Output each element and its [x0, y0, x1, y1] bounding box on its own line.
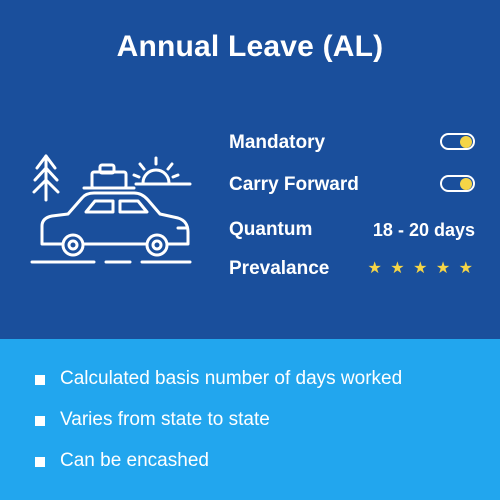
bullet-square-icon: [35, 416, 45, 426]
list-item-text: Can be encashed: [60, 450, 209, 471]
list-item-text: Varies from state to state: [60, 409, 270, 430]
attribute-row-carry-forward: Carry Forward: [229, 172, 479, 198]
bullet-square-icon: [35, 457, 45, 467]
tree-icon: [32, 154, 60, 202]
header-panel: Annual Leave (AL): [0, 0, 500, 339]
sun-icon: [132, 156, 192, 186]
mandatory-toggle[interactable]: [440, 133, 475, 150]
luggage-icon: [82, 163, 136, 190]
toggle-knob: [460, 135, 472, 148]
attribute-label: Carry Forward: [229, 174, 359, 195]
attribute-row-quantum: Quantum 18 - 20 days: [229, 217, 479, 243]
star-rating-icon: ★ ★ ★ ★ ★: [367, 260, 475, 277]
toggle-knob: [460, 177, 472, 190]
carry-forward-toggle[interactable]: [440, 175, 475, 192]
car-with-luggage-tree-sun-icon: [30, 148, 195, 268]
attribute-label: Mandatory: [229, 132, 326, 153]
list-item-text: Calculated basis number of days worked: [60, 368, 403, 389]
bullet-square-icon: [35, 375, 45, 385]
list-item: Varies from state to state: [35, 407, 475, 448]
attribute-row-prevalance: Prevalance ★ ★ ★ ★ ★: [229, 256, 479, 282]
attribute-label: Prevalance: [229, 258, 330, 279]
quantum-value: 18 - 20 days: [372, 220, 475, 240]
bullet-list: Calculated basis number of days worked V…: [35, 366, 475, 489]
list-item: Calculated basis number of days worked: [35, 366, 475, 407]
details-panel: [0, 339, 500, 500]
list-item: Can be encashed: [35, 448, 475, 489]
attribute-label: Quantum: [229, 219, 313, 240]
card-title: Annual Leave (AL): [116, 30, 384, 63]
car-icon: [30, 191, 192, 264]
attribute-row-mandatory: Mandatory: [229, 130, 479, 156]
